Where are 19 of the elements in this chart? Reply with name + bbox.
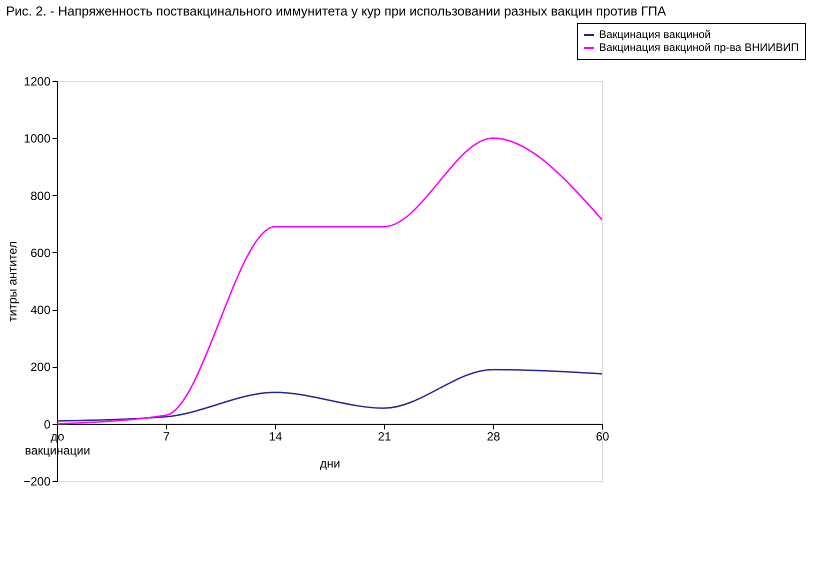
x-tick-label: 14: [268, 429, 282, 444]
legend-label: Вакцинация вакциной пр-ва ВНИИВИП: [599, 42, 799, 54]
y-tick-label: 600: [30, 246, 51, 260]
x-axis-title: дни: [320, 456, 340, 470]
y-tick-label: 400: [30, 303, 51, 318]
y-tick-label: −200: [23, 474, 51, 488]
x-tick-label: 21: [378, 429, 392, 444]
x-tick-label: 60: [596, 429, 610, 444]
x-tick-label: 7: [163, 429, 170, 444]
y-tick-label: 200: [30, 360, 51, 374]
x-tick-label: 28: [486, 429, 500, 444]
y-tick-label: 800: [30, 188, 51, 203]
line-series: [56, 368, 603, 422]
y-tick-label: 0: [44, 417, 51, 432]
y-tick-label: 1000: [24, 132, 51, 146]
y-tick-label: 1200: [24, 74, 51, 88]
y-axis-title: титры антител: [5, 241, 20, 322]
legend-label: Вакцинация вакциной: [599, 29, 711, 41]
chart-title: Рис. 2. - Напряженность поствакцинального иммунитета у кур при использовании разных вакцин против ГПА: [6, 4, 666, 18]
